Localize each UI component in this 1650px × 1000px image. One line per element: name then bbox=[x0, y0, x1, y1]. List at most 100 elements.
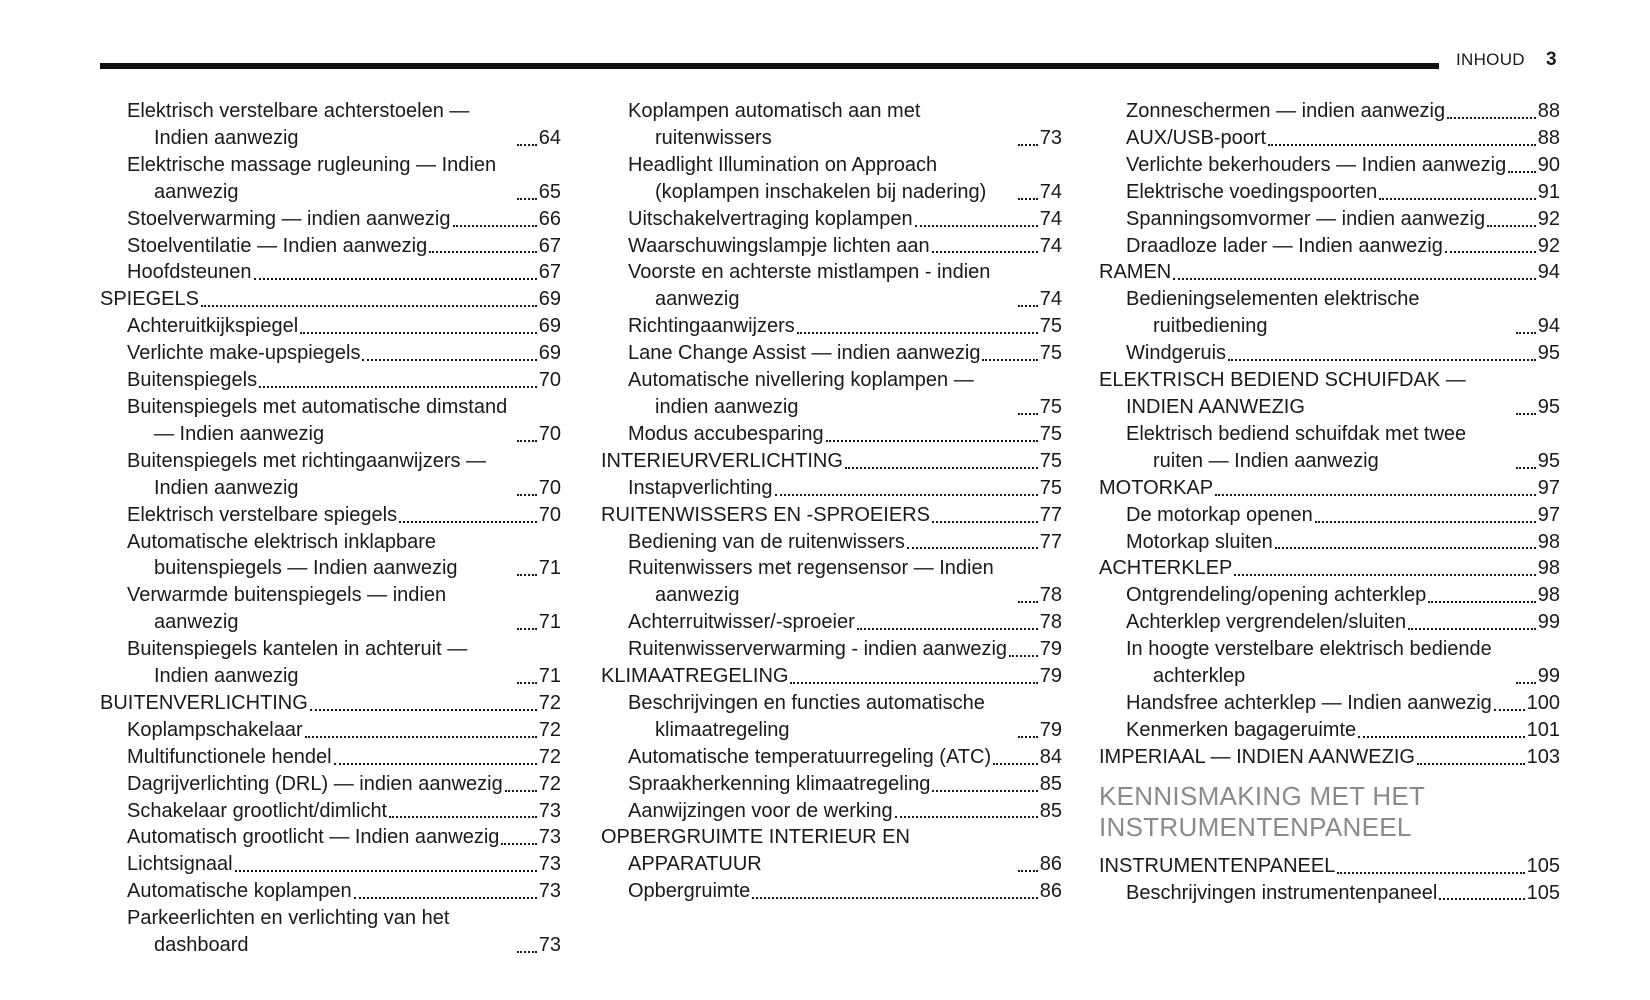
dot-leader bbox=[1379, 197, 1536, 200]
dot-leader bbox=[1487, 224, 1536, 227]
entry-page: 92 bbox=[1537, 234, 1560, 257]
toc-heading: OPBERGRUIMTE INTERIEUR EN APPARATUUR 86 bbox=[601, 824, 1062, 878]
entry-page: 70 bbox=[538, 476, 561, 499]
dot-leader bbox=[1017, 735, 1038, 738]
dot-leader bbox=[333, 762, 537, 765]
entry-title: OPBERGRUIMTE INTERIEUR EN APPARATUUR bbox=[601, 826, 910, 876]
entry-title: Headlight Illumination on Approach (kopl… bbox=[628, 153, 987, 203]
entry-title: Windgeruis bbox=[1126, 342, 1227, 365]
entry-page: 98 bbox=[1537, 530, 1560, 553]
dot-leader bbox=[253, 278, 537, 281]
entry-title: Koplampschakelaar bbox=[127, 718, 303, 741]
dot-leader bbox=[1017, 412, 1038, 415]
toc-entry: Spraakherkenning klimaatregeling 85 bbox=[601, 771, 1062, 798]
dot-leader bbox=[300, 332, 537, 335]
entry-title: Verwarmde buitenspiegels — indien aanwez… bbox=[127, 584, 447, 634]
entry-page: 86 bbox=[1039, 853, 1062, 876]
dot-leader bbox=[931, 251, 1038, 254]
entry-page: 97 bbox=[1537, 476, 1560, 499]
dot-leader bbox=[389, 816, 537, 819]
dot-leader bbox=[516, 143, 537, 146]
dot-leader bbox=[1017, 601, 1038, 604]
entry-page: 69 bbox=[538, 288, 561, 311]
toc-heading: RAMEN 94 bbox=[1099, 259, 1560, 286]
dot-leader bbox=[914, 224, 1038, 227]
toc-entry: Stoelverwarming — indien aanwezig 66 bbox=[100, 206, 561, 233]
entry-page: 92 bbox=[1537, 207, 1560, 230]
entry-page: 85 bbox=[1039, 772, 1062, 795]
entry-page: 78 bbox=[1039, 611, 1062, 634]
chapter-heading: KENNISMAKING MET HET INSTRUMENTENPANEEL bbox=[1099, 780, 1425, 842]
toc-entry: Elektrische voedingspoorten 91 bbox=[1099, 179, 1560, 206]
dot-leader bbox=[844, 466, 1038, 469]
entry-title: RUITENWISSERS EN -SPROEIERS bbox=[601, 503, 930, 526]
entry-title: Schakelaar grootlicht/dimlicht bbox=[127, 799, 388, 822]
entry-page: 88 bbox=[1537, 126, 1560, 149]
entry-page: 73 bbox=[538, 934, 561, 957]
entry-title: Instapverlichting bbox=[628, 476, 773, 499]
entry-page: 101 bbox=[1526, 718, 1560, 741]
toc-entry: Kenmerken bagageruimte 101 bbox=[1099, 717, 1560, 744]
entry-page: 70 bbox=[538, 503, 561, 526]
entry-title: ACHTERKLEP bbox=[1099, 557, 1233, 580]
dot-leader bbox=[1447, 116, 1536, 119]
dot-leader bbox=[894, 816, 1038, 819]
entry-title: Verlichte make-upspiegels bbox=[127, 342, 361, 365]
dot-leader bbox=[906, 547, 1038, 550]
entry-title: Automatische nivellering koplampen — ind… bbox=[628, 369, 974, 418]
entry-page: 79 bbox=[1039, 665, 1062, 688]
dot-leader bbox=[501, 843, 537, 846]
toc-entry: Aanwijzingen voor de werking 85 bbox=[601, 798, 1062, 825]
entry-page: 94 bbox=[1537, 315, 1560, 338]
dot-leader bbox=[1017, 197, 1038, 200]
entry-page: 74 bbox=[1039, 288, 1062, 311]
entry-page: 90 bbox=[1537, 153, 1560, 176]
toc-entry: Elektrisch verstelbare spiegels 70 bbox=[100, 502, 561, 529]
dot-leader bbox=[1234, 574, 1536, 577]
toc-entry: Zonneschermen — indien aanwezig 88 bbox=[1099, 98, 1560, 125]
header-section: INHOUD bbox=[1456, 50, 1525, 69]
entry-page: 73 bbox=[538, 826, 561, 849]
toc-column: Zonneschermen — indien aanwezig 88 AUX/USB… bbox=[1099, 98, 1560, 906]
dot-leader bbox=[982, 359, 1038, 362]
entry-page: 72 bbox=[538, 691, 561, 714]
toc-entry: Ontgrendeling/opening achterklep 98 bbox=[1099, 582, 1560, 609]
entry-title: SPIEGELS bbox=[100, 288, 199, 311]
entry-title: Buitenspiegels met automatische dimstand… bbox=[127, 395, 508, 445]
toc-entry: Koplampschakelaar 72 bbox=[100, 717, 561, 744]
dot-leader bbox=[1017, 305, 1038, 308]
entry-title: Beschrijvingen instrumentenpaneel bbox=[1126, 881, 1438, 904]
page-number: 3 bbox=[1546, 49, 1557, 70]
dot-leader bbox=[429, 251, 537, 254]
toc-entry: Waarschuwingslampje lichten aan 74 bbox=[601, 233, 1062, 260]
dot-leader bbox=[259, 385, 537, 388]
toc-heading: KLIMAATREGELING 79 bbox=[601, 663, 1062, 690]
dot-leader bbox=[790, 681, 1038, 684]
toc-entry: Instapverlichting 75 bbox=[601, 475, 1062, 502]
toc-entry: Richtingaanwijzers 75 bbox=[601, 313, 1062, 340]
dot-leader bbox=[1314, 520, 1536, 523]
toc-entry: Beschrijvingen en functies automatische … bbox=[601, 690, 1062, 744]
entry-title: Koplampen automatisch aan met ruitenwiss… bbox=[628, 100, 921, 149]
toc-entry: Bediening van de ruitenwissers 77 bbox=[601, 529, 1062, 556]
toc-entry: Motorkap sluiten 98 bbox=[1099, 529, 1560, 556]
toc-entry: AUX/USB-poort 88 bbox=[1099, 125, 1560, 152]
header-rule bbox=[100, 63, 1439, 69]
entry-page: 99 bbox=[1537, 665, 1560, 688]
entry-page: 75 bbox=[1039, 422, 1062, 445]
toc-entry: Hoofdsteunen 67 bbox=[100, 259, 561, 286]
entry-page: 73 bbox=[538, 799, 561, 822]
toc-heading: INTERIEURVERLICHTING 75 bbox=[601, 448, 1062, 475]
entry-title: Voorste en achterste mistlampen - indien… bbox=[628, 261, 991, 311]
entry-title: Achterruitwisser/-sproeier bbox=[628, 611, 855, 634]
entry-page: 94 bbox=[1537, 261, 1560, 284]
toc-heading: MOTORKAP 97 bbox=[1099, 475, 1560, 502]
toc-entry: Automatische koplampen 73 bbox=[100, 878, 561, 905]
toc-entry: Achteruitkijkspiegel 69 bbox=[100, 313, 561, 340]
toc-entry: Koplampen automatisch aan met ruitenwiss… bbox=[601, 98, 1062, 152]
entry-title: Ruitenwissers met regensensor — Indien a… bbox=[628, 557, 994, 607]
dot-leader bbox=[504, 789, 537, 792]
entry-page: 71 bbox=[538, 611, 561, 634]
toc-entry: Draadloze lader — Indien aanwezig 92 bbox=[1099, 233, 1560, 260]
toc-heading: ACHTERKLEP 98 bbox=[1099, 555, 1560, 582]
